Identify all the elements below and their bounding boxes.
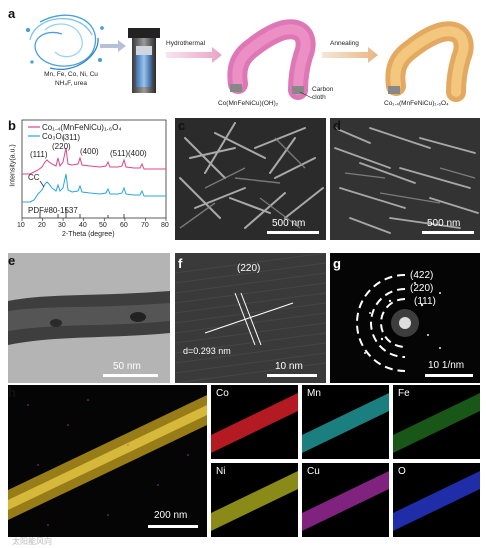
eds-map-cu: Cu: [302, 463, 389, 537]
substrate-line-2: cloth: [312, 94, 326, 101]
precursor-text: Mn, Fe, Co, Ni, Cu NH₄F, urea: [36, 70, 106, 88]
peak-111: (111): [30, 150, 48, 159]
autoclave-icon: [128, 28, 160, 93]
watermark: 太阳能风向: [12, 537, 52, 546]
scale-text-h: 200 nm: [154, 510, 188, 521]
panel-a-label: a: [8, 6, 16, 21]
panel-f-label: f: [178, 256, 183, 271]
pdf-label: PDF#80-1537: [28, 206, 78, 215]
tem-image-e: 50 nm: [8, 253, 170, 383]
xrd-ylabel: Intensity(a.u.): [9, 144, 17, 187]
scalebar-g: [425, 374, 473, 377]
panel-b-label: b: [8, 118, 16, 133]
scalebar-c: [267, 231, 319, 234]
label-o: O: [398, 466, 406, 477]
substrate-line-1: Carbon: [312, 86, 334, 93]
label-fe: Fe: [398, 388, 410, 399]
scale-text-f: 10 nm: [275, 361, 303, 372]
dspacing-label: d=0.293 nm: [183, 346, 231, 356]
panel-g-label: g: [333, 256, 341, 271]
hydrothermal-arrow: [166, 47, 222, 63]
eds-map-ni: Ni: [211, 463, 298, 537]
label-mn: Mn: [307, 388, 321, 399]
xtick-40: 40: [79, 222, 87, 229]
peak-400: (400): [80, 147, 99, 156]
precursor-line-1: Mn, Fe, Co, Ni, Cu: [44, 71, 98, 78]
label-ni: Ni: [216, 466, 226, 477]
eds-map-o: O: [393, 463, 480, 537]
xrd-pattern-co3o4: [22, 173, 166, 203]
xtick-60: 60: [120, 222, 128, 229]
cc-label: CC: [28, 173, 40, 182]
plane-label-f: (220): [237, 263, 261, 274]
xtick-20: 20: [38, 222, 46, 229]
xtick-70: 70: [141, 222, 149, 229]
eds-map-mn: Mn: [302, 385, 389, 459]
oxide-label: Co₁.₄(MnFeNiCu)₁.₆O₄: [384, 100, 449, 107]
label-co: Co: [216, 388, 229, 399]
scale-text-d: 500 nm: [427, 218, 461, 229]
xrd-pattern-oxide: [22, 147, 166, 175]
scalebar-h: [148, 525, 198, 528]
hydroxide-label: Co(MnFeNiCu)(OH)₂: [218, 100, 279, 107]
scale-text-e: 50 nm: [113, 361, 141, 372]
hydrothermal-label: Hydrothermal: [166, 40, 206, 47]
haadf-image-h: 200 nm: [8, 385, 207, 537]
solution-swirl-icon: [25, 14, 104, 71]
legend-co3o4: Co₃O₄: [42, 132, 65, 141]
oxide-fiber-icon: [385, 21, 474, 102]
ring-111: (111): [414, 296, 436, 307]
ring-220: (220): [410, 283, 434, 294]
panel-h-label: h: [8, 385, 16, 400]
precursor-line-2: NH₄F, urea: [55, 80, 87, 87]
scale-text-c: 500 nm: [272, 218, 306, 229]
xtick-80: 80: [161, 222, 169, 229]
xtick-30: 30: [58, 222, 66, 229]
scale-text-g: 10 1/nm: [428, 360, 465, 371]
annealing-arrow: [322, 47, 378, 63]
pdf-reference-sticks: [39, 208, 125, 218]
panel-e-label: e: [8, 253, 16, 268]
eds-map-co: Co: [211, 385, 298, 459]
eds-map-fe: Fe: [393, 385, 480, 459]
peak-220: (220): [52, 142, 71, 151]
hrtem-image-f: (220) d=0.293 nm 10 nm: [175, 253, 326, 383]
peak-440: (400): [128, 149, 147, 158]
panel-d-label: d: [333, 118, 341, 133]
xtick-10: 10: [17, 222, 25, 229]
xrd-plot: [21, 119, 167, 221]
panel-c-label: c: [178, 118, 186, 133]
scalebar-f: [267, 374, 317, 377]
legend-oxide: Co₁.₄(MnFeNiCu)₁.₆O₄: [42, 123, 122, 132]
carbon-cloth-label: Carbon cloth: [312, 86, 333, 102]
peak-511: (511): [110, 149, 129, 158]
xrd-xlabel: 2-Theta (degree): [62, 231, 115, 238]
peak-311: (311): [62, 133, 81, 142]
label-cu: Cu: [307, 466, 320, 477]
saed-image-g: (422) (220) (111) 10 1/nm: [330, 253, 480, 383]
scalebar-e: [103, 374, 158, 377]
xtick-50: 50: [99, 222, 107, 229]
annealing-label: Annealing: [330, 40, 359, 47]
sem-image-d: 500 nm: [330, 118, 480, 240]
hydroxide-fiber-icon: [227, 19, 316, 100]
ring-422: (422): [410, 270, 434, 281]
synthesis-scheme: [25, 14, 474, 102]
scalebar-d: [422, 231, 474, 234]
sem-image-c: 500 nm: [175, 118, 326, 240]
